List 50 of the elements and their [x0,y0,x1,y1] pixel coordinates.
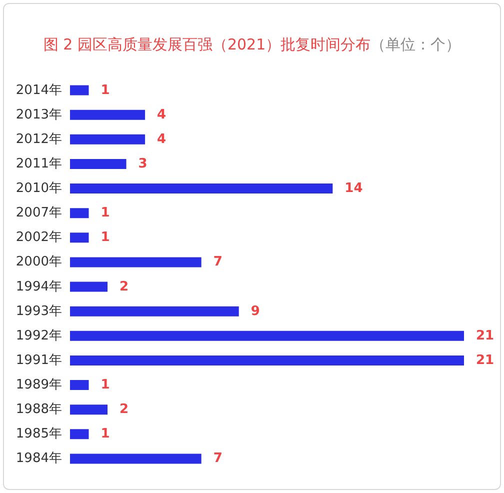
bar [70,404,108,415]
y-tick-label: 1988年 [16,402,62,418]
bar [70,454,202,464]
data-label: 4 [157,107,166,122]
data-label: 14 [344,181,363,196]
y-tick-label: 2014年 [16,82,62,98]
data-label: 21 [476,328,494,344]
bar [70,184,333,194]
chart-title: 图 2 园区高质量发展百强（2021）批复时间分布 [43,36,371,54]
data-label: 1 [100,230,110,246]
y-tick-label: 2013年 [16,107,62,122]
bar [70,232,89,243]
y-tick-label: 2010年 [16,181,62,196]
data-label: 1 [100,378,110,393]
data-label: 4 [157,132,166,147]
bar [70,330,464,341]
y-tick-label: 2012年 [16,132,62,147]
bar [70,429,89,440]
bar [70,355,464,366]
y-tick-label: 2000年 [16,254,62,270]
data-label: 2 [120,279,129,294]
data-label: 2 [120,402,129,418]
data-label: 9 [250,304,260,319]
bar [70,282,108,292]
y-tick-label: 1993年 [16,304,62,319]
data-label: 7 [213,451,222,466]
bar [70,110,146,120]
bar [70,85,89,96]
y-tick-label: 1992年 [16,328,62,344]
data-label: 7 [213,254,222,270]
data-label: 1 [100,82,110,98]
y-tick-label: 2007年 [16,206,62,221]
bar [70,380,89,390]
data-label: 1 [100,206,110,221]
bar [70,134,146,144]
y-tick-label: 1989年 [16,378,62,393]
bar [70,306,239,316]
y-tick-label: 1984年 [16,451,62,466]
bar [70,257,202,268]
y-tick-label: 2011年 [16,156,62,172]
y-tick-label: 2002年 [16,230,62,246]
bar [70,158,126,169]
data-label: 1 [100,426,110,442]
y-tick-label: 1994年 [16,279,62,294]
data-label: 21 [476,352,494,368]
y-tick-label: 1985年 [16,426,62,442]
bar [70,208,89,218]
data-label: 3 [138,156,148,172]
y-tick-label: 1991年 [16,352,62,368]
chart-subtitle: （单位：个） [370,36,461,54]
